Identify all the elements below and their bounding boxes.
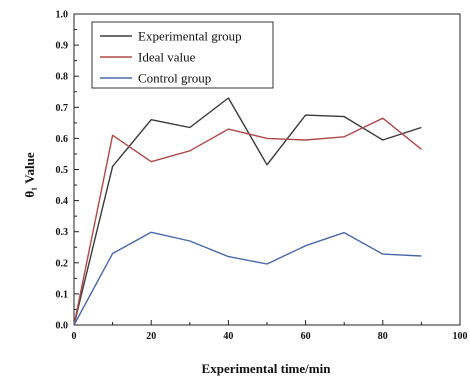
series-line-3 (73, 231, 422, 326)
x-tick-label: 40 (223, 331, 233, 342)
x-tick-label: 80 (378, 331, 388, 342)
y-tick-label: 0.2 (56, 258, 69, 269)
y-axis-title: θ₁ Value (22, 152, 37, 197)
legend-label: Ideal value (138, 50, 196, 65)
legend: Experimental group Ideal value Control gro… (91, 21, 274, 89)
y-tick-label: 0.4 (56, 196, 69, 207)
x-tick-label: 20 (146, 331, 156, 342)
y-tick-label: 0.8 (56, 72, 69, 83)
y-tick-label: 0.9 (56, 41, 69, 52)
legend-box (91, 21, 274, 89)
x-axis-title: Experimental time/min (202, 361, 332, 376)
y-tick-label: 0.6 (56, 134, 69, 145)
y-tick-label: 0.0 (56, 321, 69, 332)
y-tick-label: 0.1 (56, 289, 69, 300)
y-tick-label: 1.0 (56, 10, 69, 21)
y-tick-label: 0.7 (56, 103, 69, 114)
y-tick-label: 0.3 (56, 227, 69, 238)
x-tick-label: 100 (453, 331, 468, 342)
legend-label: Experimental group (138, 29, 242, 44)
ticks: 0 20 40 60 80 100 0.0 0.1 0.2 0.3 0.4 0.5 0.6 0.7 0.8 0… (56, 10, 468, 343)
y-tick-label: 0.5 (56, 165, 69, 176)
series-layer (73, 97, 422, 326)
series-line-1 (73, 97, 422, 326)
legend-label: Control group (138, 71, 211, 86)
series-line-2 (73, 117, 422, 326)
x-tick-label: 60 (301, 331, 311, 342)
x-tick-label: 0 (72, 331, 77, 342)
